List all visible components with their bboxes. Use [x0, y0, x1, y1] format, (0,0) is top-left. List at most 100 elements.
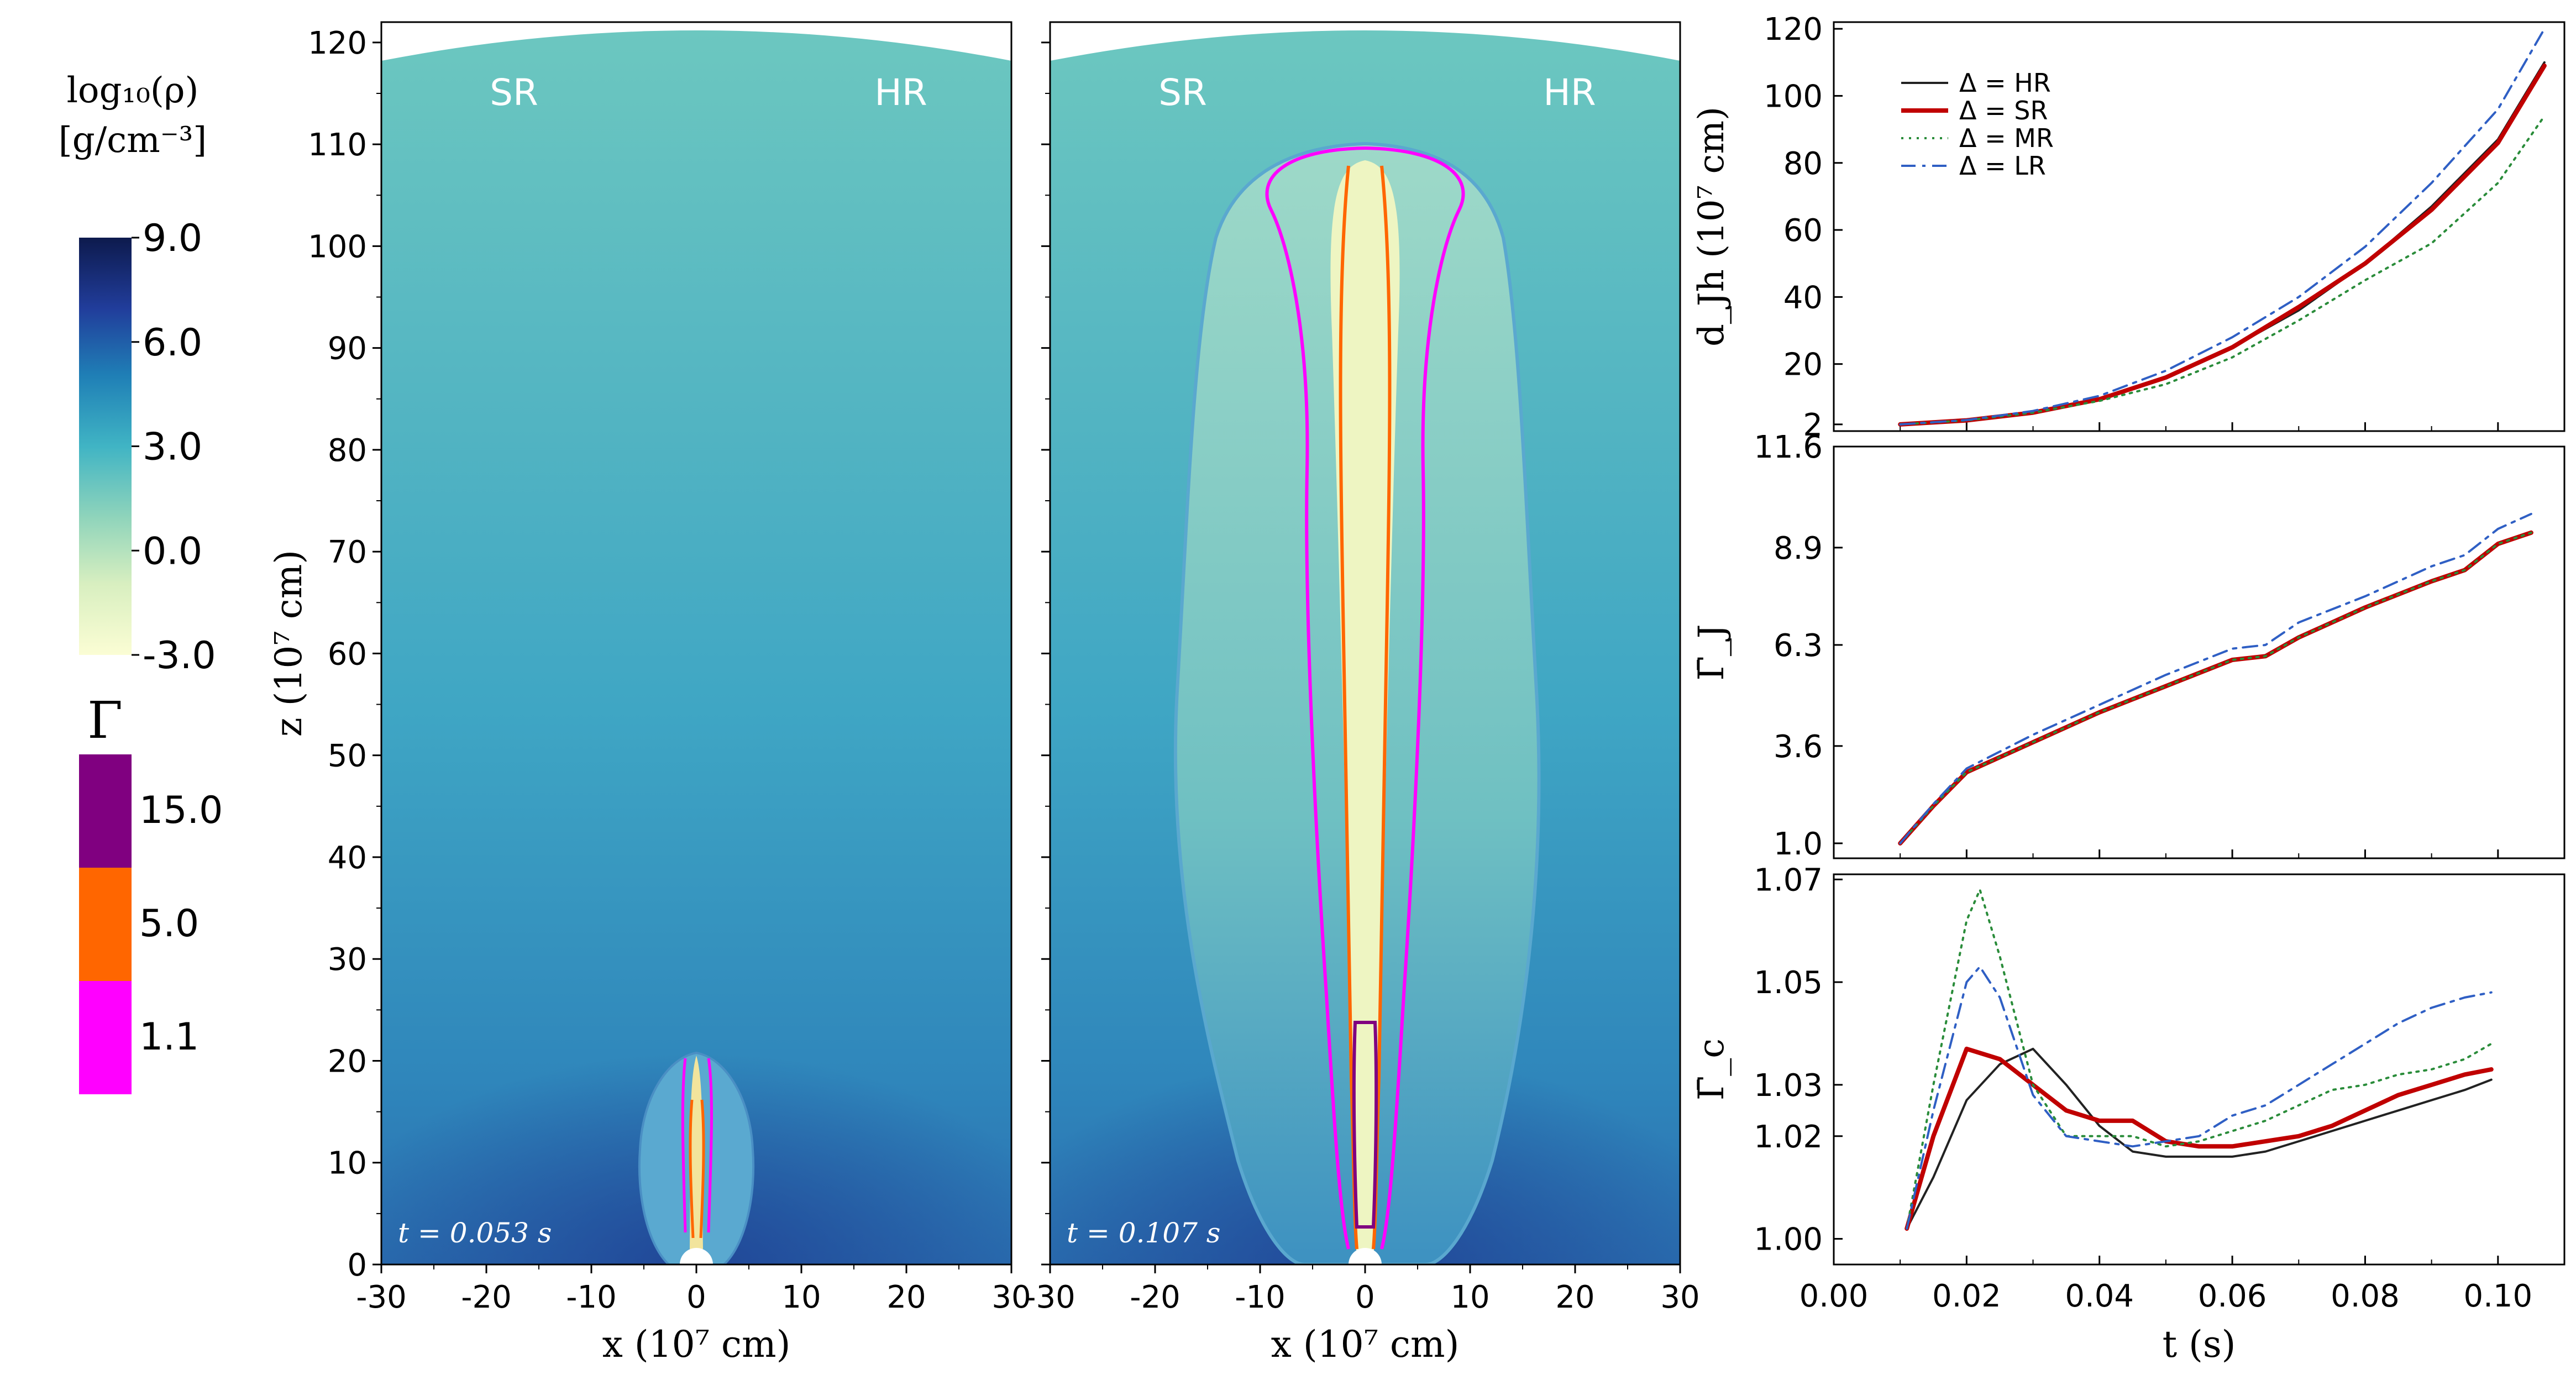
map-z-tick-label: 90 [328, 331, 367, 367]
map-z-axis-label: z (10⁷ cm) [267, 550, 310, 737]
x-tick-label: 0.02 [1932, 1278, 2001, 1314]
line-plot-3: 1.00 1.02 1.03 1.05 1.07 0.00 0.02 0.04 0.06 0.08… [1691, 862, 2565, 1366]
y-tick-label: 80 [1783, 146, 1823, 182]
y-tick-label: 8.9 [1774, 531, 1823, 566]
series-line [1905, 1046, 2494, 1231]
map-x-tick-label: 30 [1660, 1279, 1699, 1315]
map-x-tick-label: -10 [1235, 1279, 1285, 1315]
map-z-tick-label: 100 [308, 229, 367, 265]
gamma-level-label: 15.0 [139, 789, 223, 832]
series-line [1898, 530, 2533, 846]
map-z-tick-label: 60 [328, 636, 367, 672]
series-line [1906, 888, 2493, 1230]
y-tick-label: 6.3 [1774, 628, 1823, 664]
y-tick-label: 100 [1764, 78, 1823, 114]
density-tick-label: 9.0 [143, 217, 202, 260]
y-tick-label: 1.0 [1774, 826, 1823, 862]
density-map-left [380, 21, 1012, 1266]
plot-frame [1833, 21, 2565, 432]
x-tick-label: 0.00 [1799, 1278, 1869, 1314]
corner-label-left: SR [490, 71, 538, 114]
y-tick-label: 60 [1783, 213, 1823, 249]
legend-label: Δ = LR [1959, 151, 2046, 181]
plot-frame [1833, 873, 2565, 1266]
map-x-tick-label: 10 [781, 1279, 821, 1315]
density-tick-label: 0.0 [143, 529, 202, 573]
map-x-tick-label: -20 [1130, 1279, 1180, 1315]
x-tick-label: 0.06 [2198, 1278, 2267, 1314]
series-line [1899, 531, 2532, 844]
series-line [1899, 512, 2532, 844]
series-line [1899, 114, 2546, 426]
gamma-level-label: 1.1 [139, 1015, 199, 1059]
map-x-tick-label: -10 [566, 1279, 616, 1315]
y-tick-label: 20 [1783, 347, 1823, 383]
map-z-tick-label: 0 [347, 1247, 367, 1283]
map-z-tick-label: 10 [328, 1146, 367, 1182]
line-plot-1: 2 20 40 60 80 100 120 d_Jh (10⁷ cm) Δ = HRΔ = SR… [1691, 12, 2565, 443]
map-z-tick-label: 50 [328, 738, 367, 774]
map-x-axis-label: x (10⁷ cm) [602, 1323, 791, 1366]
colorbar: log₁₀(ρ) [g/cm⁻³] 9.0 6.0 3.0 0.0 -3.0 Γ 15.… [59, 70, 223, 1094]
map-z-tick-label: 70 [328, 534, 367, 570]
y-axis-label: Γ̄_J [1691, 624, 1732, 680]
time-label: t = 0.107 s [1067, 1217, 1220, 1249]
x-tick-label: 0.08 [2331, 1278, 2400, 1314]
x-tick-label: 0.10 [2463, 1278, 2532, 1314]
y-tick-label: 1.07 [1754, 862, 1823, 898]
y-tick-label: 40 [1783, 280, 1823, 316]
map-z-tick-label: 110 [308, 127, 367, 163]
series-line [1906, 1047, 2493, 1230]
line-plot-2: 1.0 3.6 6.3 8.9 11.6 Γ̄_J [1691, 429, 2565, 862]
x-tick-label: 0.04 [2065, 1278, 2134, 1314]
corner-label-right: HR [874, 71, 927, 114]
map-x-axis-label: x (10⁷ cm) [1271, 1323, 1460, 1366]
map-x-tick-label: 20 [1555, 1279, 1594, 1315]
density-tick-label: -3.0 [143, 634, 216, 678]
y-axis-label: d_Jh (10⁷ cm) [1691, 107, 1732, 347]
gamma-color-block [79, 754, 132, 868]
map-x-tick-label: 20 [886, 1279, 926, 1315]
corner-label-left: SR [1158, 71, 1207, 114]
y-tick-label: 1.03 [1754, 1068, 1823, 1104]
map-z-tick-label: 80 [328, 433, 367, 469]
map-x-tick-label: 0 [686, 1279, 706, 1315]
map-axes: -30 -20 -10 0 10 20 30010203040506070809010011… [267, 25, 1700, 1366]
y-axis-label: Γ̄_c [1691, 1038, 1732, 1100]
series-line [1906, 966, 2493, 1230]
y-tick-label: 2 [1803, 407, 1823, 443]
line-plots: 2 20 40 60 80 100 120 d_Jh (10⁷ cm) Δ = HRΔ = SR… [1691, 12, 2565, 1366]
map-z-tick-label: 20 [328, 1043, 367, 1079]
series-line [1899, 28, 2546, 426]
legend-label: Δ = SR [1959, 96, 2048, 125]
density-ticks: 9.0 6.0 3.0 0.0 -3.0 [132, 217, 216, 678]
map-x-tick-label: 30 [991, 1279, 1031, 1315]
gamma-color-block [79, 981, 132, 1094]
density-label-line2: [g/cm⁻³] [59, 120, 207, 161]
map-x-tick-label: -30 [356, 1279, 406, 1315]
y-tick-label: 1.00 [1754, 1222, 1823, 1258]
y-tick-label: 120 [1764, 12, 1823, 48]
map-x-tick-label: 0 [1355, 1279, 1375, 1315]
y-tick-label: 3.6 [1774, 729, 1823, 765]
density-tick-label: 3.0 [143, 426, 202, 469]
gamma-color-block [79, 868, 132, 981]
corner-label-right: HR [1543, 71, 1596, 114]
gamma-level-label: 5.0 [139, 902, 199, 946]
map-x-tick-label: -20 [461, 1279, 511, 1315]
density-colorbar [79, 238, 132, 655]
density-tick-label: 6.0 [143, 321, 202, 365]
legend-label: Δ = HR [1959, 68, 2051, 98]
legend-label: Δ = MR [1959, 123, 2054, 153]
legend: Δ = HRΔ = SRΔ = MRΔ = LR [1901, 68, 2054, 181]
gamma-colorbar: 15.0 5.0 1.1 [79, 754, 223, 1094]
map-x-tick-label: -30 [1025, 1279, 1075, 1315]
gamma-label: Γ [87, 691, 123, 750]
y-tick-label: 1.05 [1754, 965, 1823, 1001]
y-tick-label: 11.6 [1754, 429, 1823, 465]
density-map-right [1049, 21, 1681, 1266]
y-tick-label: 1.02 [1754, 1119, 1823, 1155]
map-z-tick-label: 120 [308, 25, 367, 61]
plot-frame [1833, 445, 2565, 859]
